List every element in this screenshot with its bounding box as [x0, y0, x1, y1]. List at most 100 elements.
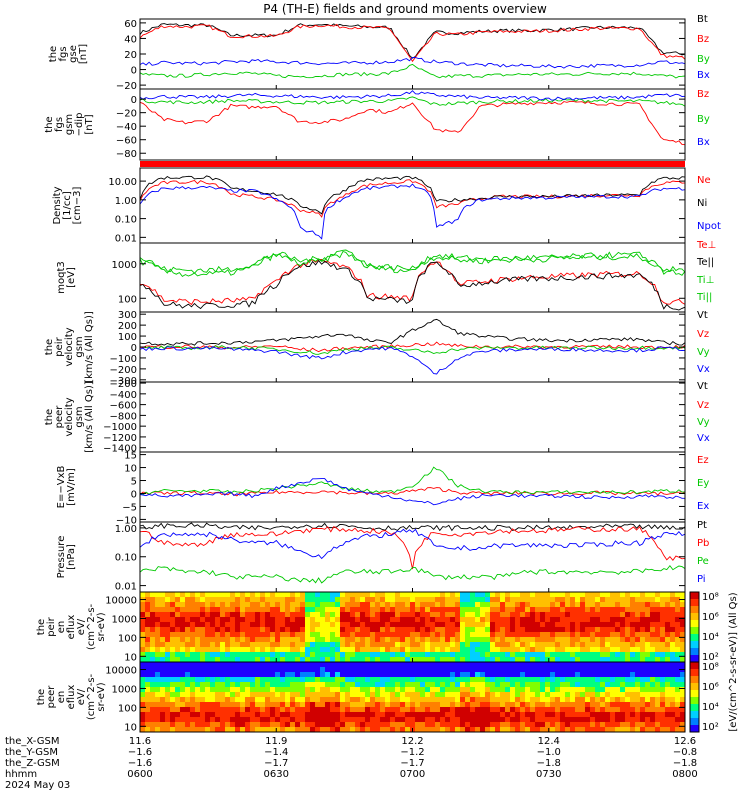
heatmap-cell: [275, 597, 281, 603]
heatmap-cell: [625, 662, 631, 668]
heatmap-cell: [455, 707, 461, 713]
heatmap-cell: [615, 672, 621, 678]
heatmap-cell: [640, 637, 646, 643]
heatmap-cell: [670, 687, 676, 693]
heatmap-cell: [245, 687, 251, 693]
heatmap-cell: [305, 712, 311, 718]
heatmap-cell: [400, 637, 406, 643]
heatmap-cell: [210, 697, 216, 703]
heatmap-cell: [215, 677, 221, 683]
heatmap-cell: [610, 652, 616, 658]
heatmap-cell: [260, 612, 266, 618]
heatmap-cell: [140, 607, 146, 613]
heatmap-cell: [215, 702, 221, 708]
legend-bz: Bz: [697, 34, 709, 45]
heatmap-cell: [255, 642, 261, 648]
heatmap-cell: [335, 697, 341, 703]
heatmap-cell: [305, 727, 311, 733]
heatmap-cell: [470, 657, 476, 663]
heatmap-cell: [625, 607, 631, 613]
heatmap-cell: [565, 632, 571, 638]
heatmap-cell: [365, 632, 371, 638]
heatmap-cell: [460, 642, 466, 648]
heatmap-cell: [560, 687, 566, 693]
heatmap-cell: [650, 727, 656, 733]
heatmap-cell: [640, 632, 646, 638]
colorbar-swatch: [690, 718, 699, 726]
heatmap-cell: [345, 627, 351, 633]
heatmap-cell: [470, 597, 476, 603]
heatmap-cell: [565, 667, 571, 673]
heatmap-cell: [590, 607, 596, 613]
heatmap-cell: [645, 592, 651, 598]
heatmap-cell: [580, 607, 586, 613]
heatmap-cell: [650, 617, 656, 623]
heatmap-cell: [300, 687, 306, 693]
heatmap-cell: [265, 727, 271, 733]
heatmap-cell: [295, 722, 301, 728]
legend-vx: Vx: [697, 433, 710, 444]
heatmap-cell: [525, 647, 531, 653]
heatmap-cell: [350, 612, 356, 618]
legend-ne: Ne: [697, 175, 711, 186]
heatmap-cell: [275, 677, 281, 683]
heatmap-cell: [205, 727, 211, 733]
heatmap-cell: [170, 687, 176, 693]
y-axis-label: thepeirvelocitygsm[km/s (All Qs)]: [44, 311, 95, 383]
heatmap-cell: [510, 632, 516, 638]
heatmap-cell: [505, 692, 511, 698]
heatmap-cell: [340, 727, 346, 733]
heatmap-cell: [515, 652, 521, 658]
heatmap-cell: [620, 667, 626, 673]
heatmap-cell: [405, 652, 411, 658]
heatmap-cell: [495, 642, 501, 648]
heatmap-cell: [310, 597, 316, 603]
heatmap-cell: [210, 652, 216, 658]
heatmap-cell: [215, 697, 221, 703]
heatmap-cell: [335, 667, 341, 673]
heatmap-cell: [385, 692, 391, 698]
heatmap-cell: [510, 652, 516, 658]
heatmap-cell: [145, 662, 151, 668]
heatmap-cell: [440, 677, 446, 683]
heatmap-cell: [560, 662, 566, 668]
heatmap-cell: [645, 637, 651, 643]
heatmap-cell: [255, 597, 261, 603]
heatmap-cell: [570, 612, 576, 618]
heatmap-cell: [635, 622, 641, 628]
heatmap-cell: [380, 672, 386, 678]
heatmap-cell: [295, 702, 301, 708]
heatmap-cell: [325, 667, 331, 673]
heatmap-cell: [670, 677, 676, 683]
ephem-row-label: hhmm: [5, 769, 37, 780]
heatmap-cell: [530, 627, 536, 633]
heatmap-cell: [300, 672, 306, 678]
heatmap-cell: [560, 637, 566, 643]
y-tick-label: −1000: [103, 422, 137, 433]
heatmap-cell: [680, 682, 686, 688]
heatmap-cell: [270, 602, 276, 608]
heatmap-cell: [490, 612, 496, 618]
heatmap-cell: [595, 667, 601, 673]
heatmap-cell: [435, 597, 441, 603]
heatmap-cell: [360, 702, 366, 708]
heatmap-cell: [335, 702, 341, 708]
heatmap-cell: [455, 657, 461, 663]
heatmap-cell: [385, 662, 391, 668]
heatmap-cell: [670, 597, 676, 603]
heatmap-cell: [365, 687, 371, 693]
heatmap-cell: [380, 682, 386, 688]
heatmap-cell: [355, 642, 361, 648]
heatmap-cell: [525, 712, 531, 718]
heatmap-cell: [205, 697, 211, 703]
heatmap-cell: [445, 617, 451, 623]
heatmap-cell: [340, 692, 346, 698]
heatmap-cell: [590, 697, 596, 703]
heatmap-cell: [355, 717, 361, 723]
heatmap-cell: [260, 627, 266, 633]
heatmap-cell: [560, 667, 566, 673]
y-tick-label: −200: [110, 379, 137, 390]
heatmap-cell: [525, 592, 531, 598]
heatmap-cell: [290, 592, 296, 598]
heatmap-cell: [540, 612, 546, 618]
